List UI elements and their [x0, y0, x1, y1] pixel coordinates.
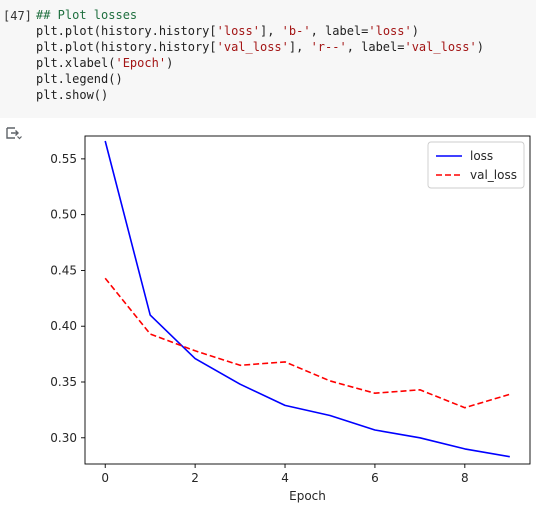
x-tick-label: 4 [281, 471, 289, 485]
code-token: plt.legend() [36, 72, 123, 86]
loss-chart: 0.30 0.35 0.40 0.45 0.50 0.55 0 2 4 6 8 Epoch loss va… [50, 135, 531, 503]
execution-count: [47] [3, 9, 32, 23]
code-line: plt.plot(history.history['val_loss'], 'r… [36, 39, 484, 55]
code-token: plt.plot(history.history[ [36, 24, 217, 38]
x-tick-label: 0 [101, 471, 109, 485]
code-line: ## Plot losses [36, 7, 484, 23]
axes-frame [84, 135, 531, 465]
y-tick-label: 0.40 [50, 319, 77, 333]
string-token: 'loss' [216, 24, 260, 38]
code-token: ], [288, 40, 311, 54]
series-line-loss [104, 140, 510, 458]
code-token: plt.xlabel( [36, 56, 116, 70]
plot-output: 0.30 0.35 0.40 0.45 0.50 0.55 0 2 4 6 8 Epoch loss va… [0, 118, 536, 522]
y-tick-label: 0.55 [50, 152, 77, 166]
code-token: ], [259, 24, 282, 38]
x-tick-label: 6 [371, 471, 379, 485]
string-token: 'val_loss' [404, 40, 477, 54]
legend-label: val_loss [470, 168, 517, 182]
x-tick-label: 8 [461, 471, 469, 485]
y-tick-label: 0.50 [50, 208, 77, 222]
x-tick-label: 2 [191, 471, 199, 485]
output-toggle-icon[interactable] [6, 125, 22, 140]
y-tick-label: 0.30 [50, 431, 77, 445]
code-token: ) [166, 56, 174, 70]
series-line-val-loss [104, 277, 511, 409]
code-token: , label= [310, 24, 369, 38]
code-cell[interactable]: [47] ## Plot losses plt.plot(history.hist… [0, 0, 536, 118]
code-token: ) [411, 24, 419, 38]
code-editor[interactable]: ## Plot losses plt.plot(history.history['… [36, 7, 484, 103]
comment-token: ## Plot losses [36, 8, 138, 22]
string-token: 'Epoch' [115, 56, 167, 70]
string-token: 'loss' [368, 24, 412, 38]
string-token: 'r--' [310, 40, 347, 54]
legend-label: loss [470, 149, 493, 163]
x-axis-label: Epoch [289, 489, 326, 503]
code-line: plt.show() [36, 87, 484, 103]
code-line: plt.xlabel('Epoch') [36, 55, 484, 71]
string-token: 'b-' [281, 24, 311, 38]
code-token: , label= [346, 40, 405, 54]
y-tick-label: 0.45 [50, 263, 77, 277]
legend-box [427, 141, 525, 189]
code-token: ) [476, 40, 484, 54]
y-tick-label: 0.35 [50, 375, 77, 389]
code-token: plt.show() [36, 88, 109, 102]
string-token: 'val_loss' [216, 40, 289, 54]
code-line: plt.legend() [36, 71, 484, 87]
code-line: plt.plot(history.history['loss'], 'b-', … [36, 23, 484, 39]
code-token: plt.plot(history.history[ [36, 40, 217, 54]
